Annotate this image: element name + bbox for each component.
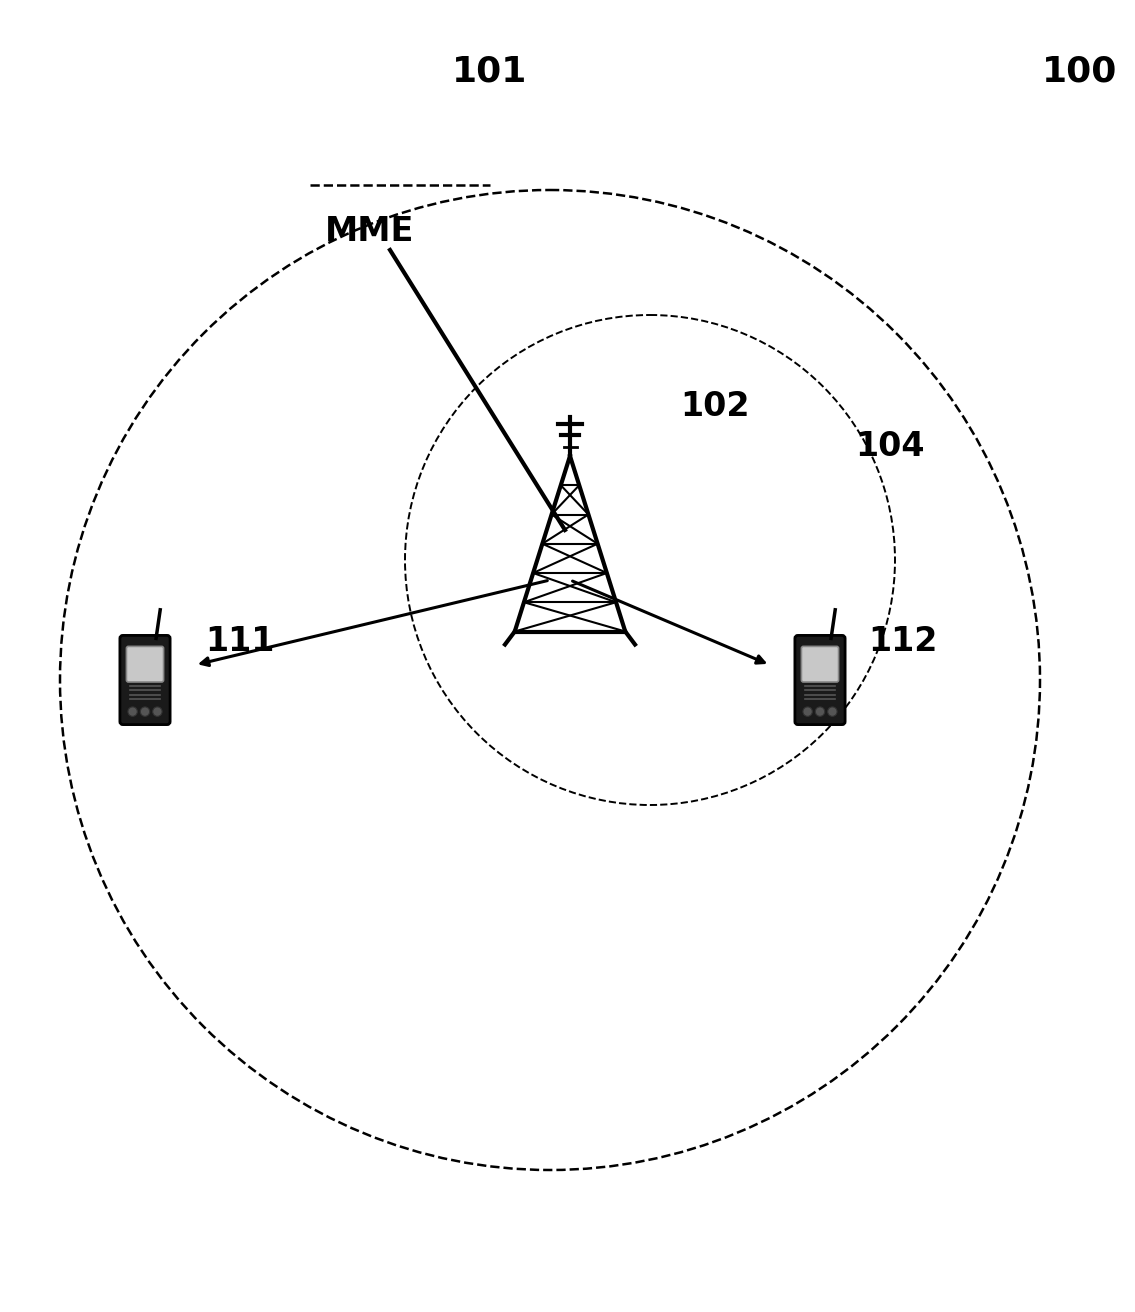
Circle shape [141, 707, 150, 716]
Circle shape [128, 707, 137, 716]
Circle shape [827, 707, 836, 716]
Text: 111: 111 [205, 625, 275, 659]
FancyBboxPatch shape [120, 635, 170, 724]
Text: 100: 100 [1042, 55, 1118, 89]
Text: 104: 104 [855, 430, 925, 463]
Circle shape [815, 707, 825, 716]
Text: 101: 101 [453, 55, 528, 89]
FancyBboxPatch shape [794, 635, 846, 724]
Text: 102: 102 [680, 390, 749, 422]
Circle shape [802, 707, 813, 716]
FancyBboxPatch shape [126, 647, 163, 682]
FancyBboxPatch shape [801, 647, 839, 682]
Text: 112: 112 [868, 625, 938, 659]
Circle shape [153, 707, 162, 716]
Text: MME: MME [326, 215, 414, 248]
